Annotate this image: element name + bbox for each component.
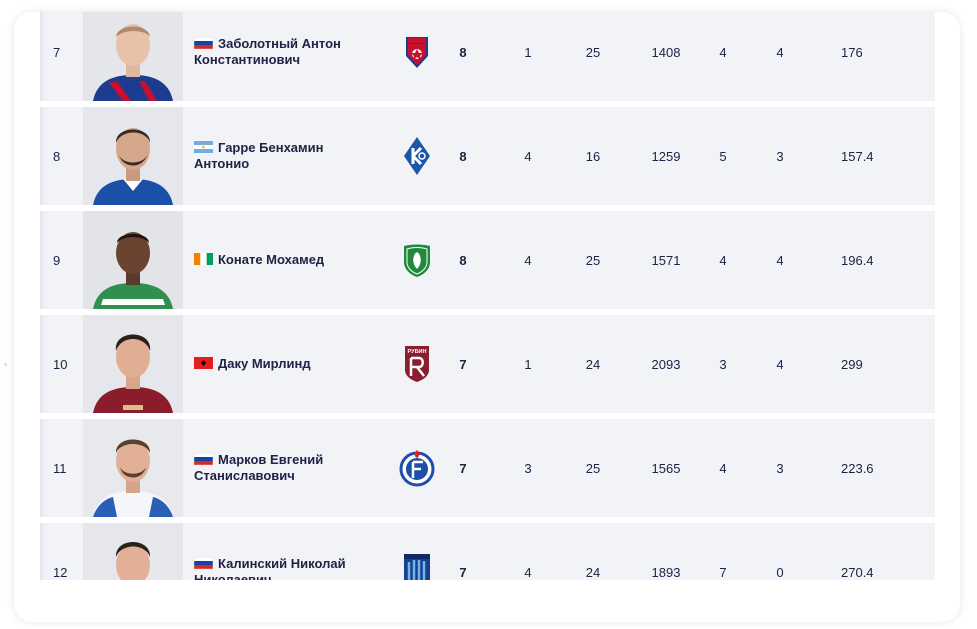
- stat-5: 4: [776, 252, 784, 268]
- stat-5: 3: [776, 148, 784, 164]
- russia-flag-icon: [194, 557, 213, 569]
- scorers-panel: 7 Заболотный Антон Константинович: [14, 12, 960, 622]
- stat-1: 1: [524, 356, 532, 372]
- stat-4: 4: [719, 460, 727, 476]
- player-photo[interactable]: [83, 12, 183, 101]
- rank: 10: [53, 356, 68, 372]
- stat-1: 1: [524, 44, 532, 60]
- akhmat-logo-icon: [404, 244, 430, 277]
- goals: 7: [459, 356, 467, 372]
- stat-5: 3: [776, 460, 784, 476]
- ivory-coast-flag-icon: [194, 253, 213, 265]
- stat-2: 25: [585, 44, 601, 60]
- player-photo[interactable]: [83, 107, 183, 205]
- krylya-sovetov-logo-icon: [404, 137, 430, 175]
- stat-4: 4: [719, 252, 727, 268]
- stat-6: 223.6: [841, 460, 874, 476]
- rank: 8: [53, 148, 61, 164]
- table-row[interactable]: 12 Калинский Николай Николаевич: [40, 523, 935, 580]
- table-row[interactable]: 11 Марков Евгений Станиславович: [40, 419, 935, 517]
- stat-5: 0: [776, 564, 784, 580]
- club-logo[interactable]: [399, 12, 435, 101]
- table-row[interactable]: 7 Заболотный Антон Константинович: [40, 12, 935, 101]
- rank: 9: [53, 252, 61, 268]
- cska-logo-icon: [406, 37, 428, 68]
- stat-3: 2093: [651, 356, 681, 372]
- stat-2: 24: [585, 356, 601, 372]
- player-name[interactable]: Марков Евгений Станиславович: [194, 419, 389, 517]
- table-row[interactable]: 9 Конате Мохамед: [40, 211, 935, 309]
- club-logo[interactable]: [399, 211, 435, 309]
- rubin-logo-icon: РУБИН: [405, 346, 429, 382]
- player-name[interactable]: Заболотный Антон Константинович: [194, 12, 389, 101]
- stat-1: 4: [524, 148, 532, 164]
- player-name-line2: Николаевич: [194, 572, 272, 580]
- stat-2: 25: [585, 460, 601, 476]
- player-name-line1: Заболотный Антон: [218, 36, 341, 51]
- stat-6: 176: [841, 44, 863, 60]
- russia-flag-icon: [194, 453, 213, 465]
- player-name-line1: Конате Мохамед: [218, 252, 325, 267]
- stat-3: 1259: [651, 148, 681, 164]
- table-row[interactable]: 10 Даку Мирлинд РУБИН: [40, 315, 935, 413]
- goals: 8: [459, 148, 467, 164]
- player-name[interactable]: Конате Мохамед: [194, 211, 389, 309]
- stat-6: 157.4: [841, 148, 874, 164]
- goals: 7: [459, 564, 467, 580]
- goals: 7: [459, 460, 467, 476]
- club-logo[interactable]: [399, 523, 435, 580]
- player-name-line2: Антонио: [194, 156, 250, 171]
- stat-3: 1408: [651, 44, 681, 60]
- stat-6: 270.4: [841, 564, 874, 580]
- svg-text:РУБИН: РУБИН: [408, 349, 427, 355]
- stat-5: 4: [776, 44, 784, 60]
- player-name[interactable]: Калинский Николай Николаевич: [194, 523, 389, 580]
- rank: 12: [53, 564, 68, 580]
- stat-3: 1571: [651, 252, 681, 268]
- russia-flag-icon: [194, 37, 213, 49]
- player-name[interactable]: Гарре Бенхамин Антонио: [194, 107, 389, 205]
- scorers-table: 7 Заболотный Антон Константинович: [40, 12, 935, 580]
- rank: 7: [53, 44, 61, 60]
- player-photo[interactable]: [83, 211, 183, 309]
- player-photo[interactable]: [83, 419, 183, 517]
- player-photo[interactable]: [83, 523, 183, 580]
- goals: 8: [459, 252, 467, 268]
- stat-2: 16: [585, 148, 601, 164]
- goals: 8: [459, 44, 467, 60]
- stat-4: 7: [719, 564, 727, 580]
- fakel-logo-icon: [399, 450, 435, 487]
- player-name-line2: Константинович: [194, 52, 301, 67]
- player-name[interactable]: Даку Мирлинд: [194, 315, 389, 413]
- stat-1: 4: [524, 564, 532, 580]
- player-name-line2: Станиславович: [194, 468, 295, 483]
- edge-dot: [4, 363, 7, 366]
- player-name-line1: Гарре Бенхамин: [218, 140, 324, 155]
- argentina-flag-icon: [194, 141, 213, 153]
- stat-2: 24: [585, 564, 601, 580]
- stat-4: 4: [719, 44, 727, 60]
- stat-3: 1565: [651, 460, 681, 476]
- player-name-line1: Марков Евгений: [218, 452, 324, 467]
- player-name-line1: Даку Мирлинд: [218, 356, 311, 371]
- player-name-line1: Калинский Николай: [218, 556, 346, 571]
- player-photo[interactable]: [83, 315, 183, 413]
- stat-4: 5: [719, 148, 727, 164]
- rank: 11: [53, 460, 67, 476]
- albania-flag-icon: [194, 357, 213, 369]
- stat-5: 4: [776, 356, 784, 372]
- stat-6: 196.4: [841, 252, 874, 268]
- stat-1: 3: [524, 460, 532, 476]
- stat-6: 299: [841, 356, 863, 372]
- club-logo[interactable]: [399, 419, 435, 517]
- stat-1: 4: [524, 252, 532, 268]
- club-logo[interactable]: РУБИН: [399, 315, 435, 413]
- pari-nn-logo-icon: [404, 554, 430, 580]
- stat-3: 1893: [651, 564, 681, 580]
- stat-4: 3: [719, 356, 727, 372]
- club-logo[interactable]: [399, 107, 435, 205]
- table-row[interactable]: 8 Гарре Бенхамин Антонио: [40, 107, 935, 205]
- stat-2: 25: [585, 252, 601, 268]
